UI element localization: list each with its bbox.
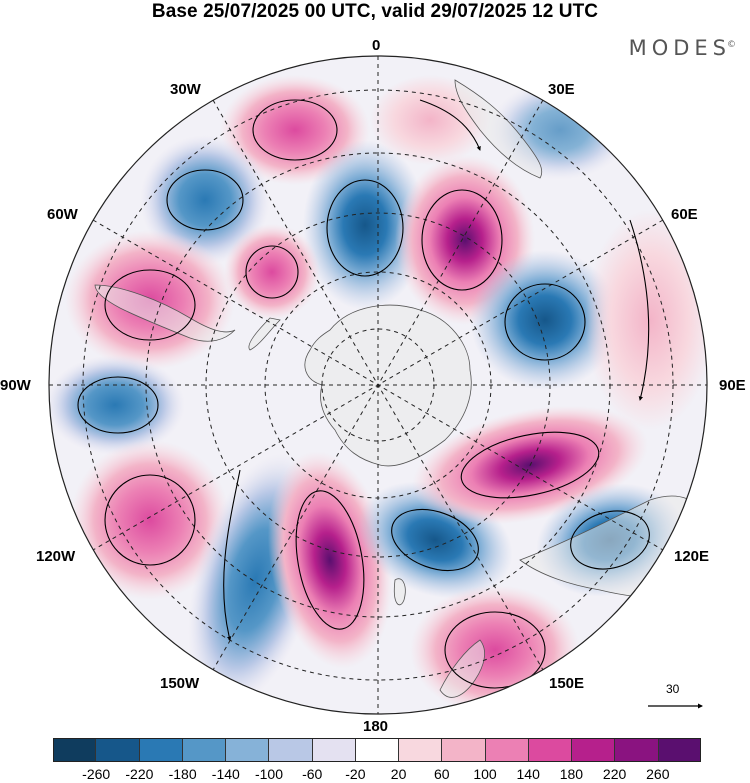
longitude-label-150w: 150W [160,675,200,692]
streamline-ross-sea-high [295,490,365,630]
colorbar-tick-label: -140 [211,766,240,782]
colorbar-tick-label: 140 [516,766,540,782]
colorbar-tick-label: 100 [473,766,497,782]
streamline-drake-passage-high [245,245,299,299]
streamline-pacific-trough [223,469,241,641]
colorbar-tick-label: 260 [646,766,670,782]
reference-vector: 30 [646,682,706,712]
colorbar-tick-label: -180 [168,766,197,782]
longitude-label-90e: 90E [719,377,746,394]
colorbar [53,738,701,762]
colorbar-swatch-6 [312,738,356,762]
tasmania [393,578,406,606]
streamline-australia-low [570,510,650,570]
anomaly-blob-drake-passage-high [224,224,320,320]
colorbar-swatch-3 [182,738,227,762]
anomaly-blob-south-atlantic-ridge [370,75,490,165]
colorbar-frame [53,738,701,762]
modes-logo-text: MODES [628,36,731,60]
antarctic-peninsula [248,317,281,351]
colorbar-swatch-14 [658,738,701,762]
streamline-tasman-low [391,508,479,572]
streamline-southern-ocean-high [460,431,600,499]
streamline-south-america-high [104,269,196,341]
colorbar-swatch-0 [53,738,97,762]
copyright-mark: © [727,40,736,50]
anomaly-blob-pacific-low-90w [49,355,185,455]
streamline-new-zealand-high [444,611,546,689]
colorbar-swatch-1 [96,738,140,762]
colorbar-tick-label: 220 [602,766,627,782]
longitude-label-90w: 90W [0,377,31,394]
colorbar-swatch-8 [399,738,443,762]
colorbar-tick-label: 20 [390,766,407,782]
streamline-east-pacific-high [104,474,196,566]
streamline-south-atlantic-ridge [419,99,481,151]
anomaly-blob-indian-ocean-low [470,250,620,390]
longitude-label-0: 0 [372,37,381,54]
colorbar-tick-label: -60 [302,766,323,782]
colorbar-tick-label: 60 [434,766,450,782]
longitude-label-150e: 150E [549,675,585,692]
colorbar-swatch-2 [139,738,183,762]
longitude-label-30w: 30W [170,81,201,98]
streamline-south-africa-high [421,189,503,291]
anomaly-blob-prime-meridian-low [303,140,427,310]
longitude-label-60w: 60W [47,206,78,223]
streamlines [77,99,650,689]
anomaly-blob-indian-ocean-high [585,210,707,430]
colorbar-tick-label: 180 [559,766,584,782]
meridian-60e-120w [92,219,664,551]
colorbar-swatch-7 [355,738,400,762]
longitude-label-120e: 120E [674,548,710,565]
longitude-label-120w: 120W [36,548,76,565]
colorbar-swatch-4 [226,738,270,762]
streamline-indian-ocean-high [629,219,650,401]
streamline-indian-ocean-low [504,283,586,361]
colorbar-swatch-5 [269,738,313,762]
streamline-south-atlantic-high [252,99,338,161]
colorbar-swatch-13 [615,738,659,762]
colorbar-swatch-11 [528,738,573,762]
new-zealand [439,639,485,698]
colorbar-tick-label: -220 [125,766,154,782]
southern-africa [454,79,543,179]
colorbar-swatch-9 [442,738,486,762]
streamline-pacific-low-90w [77,376,159,434]
streamline-weddell-low [166,169,244,231]
anomaly-blob-new-zealand-high [410,585,580,714]
anomaly-blob-ross-sea-high [267,451,393,669]
colorbar-tick-label: -260 [82,766,111,782]
colorbar-swatch-10 [485,738,529,762]
colorbar-tick-label: -20 [345,766,366,782]
modes-logo: MODES© [629,36,736,60]
longitude-label-60e: 60E [671,206,698,223]
anomaly-blob-east-pacific-high [70,440,230,600]
colorbar-swatch-12 [572,738,616,762]
south-america-tip [94,284,236,342]
reference-vector-label: 30 [666,682,680,696]
globe [49,56,707,714]
longitude-label-30e: 30E [548,81,575,98]
colorbar-ticks: -260 -220 -180 -140 -100 -60 -20 20 60 100 140 180 2… [0,766,750,783]
streamline-prime-meridian-low [326,179,404,277]
longitude-label-180: 180 [363,718,389,735]
globe-outline [48,55,708,715]
map-title: Base 25/07/2025 00 UTC, valid 29/07/2025… [151,1,599,22]
latitude-ring-60s [205,212,551,558]
colorbar-tick-label: -100 [254,766,284,782]
antarctica [304,304,472,467]
